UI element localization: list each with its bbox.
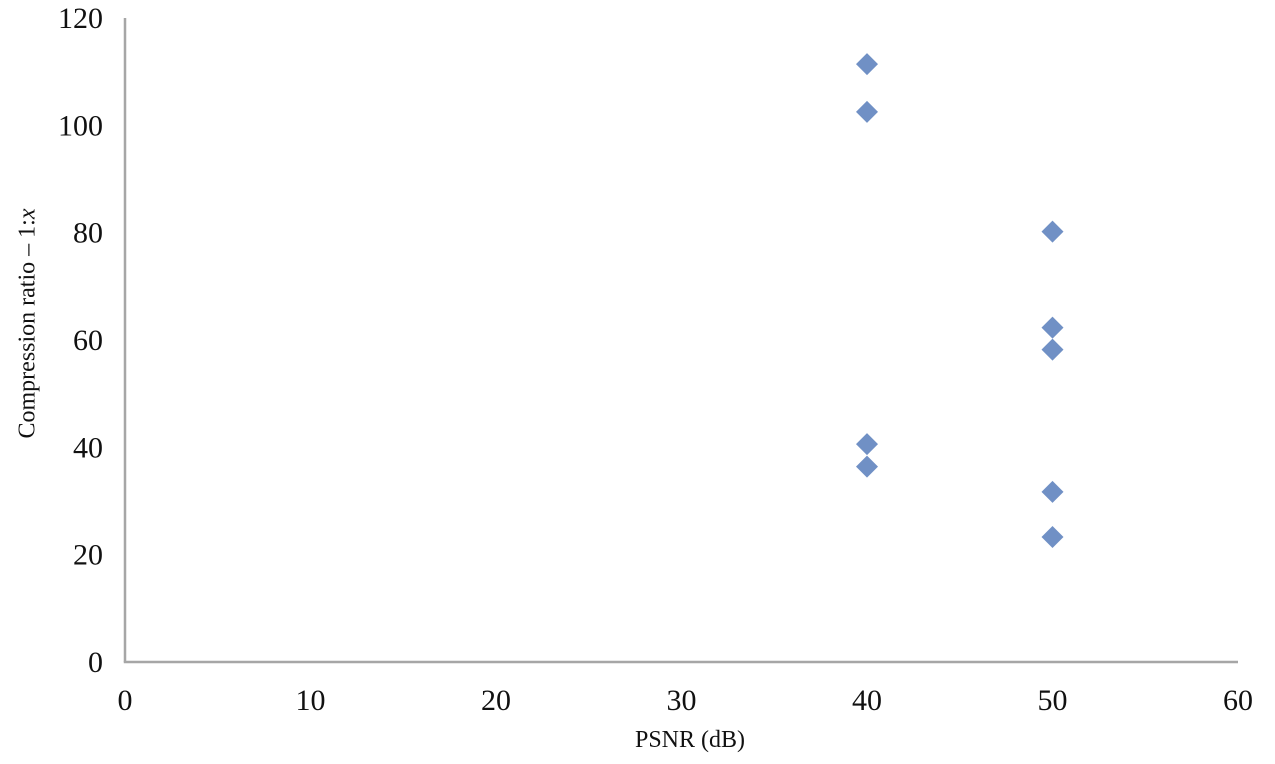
x-tick-label: 40 [852, 684, 882, 717]
y-axis-title: Compression ratio – 1:x [15, 184, 42, 464]
data-point [856, 100, 878, 123]
x-tick-label: 30 [667, 684, 697, 717]
data-point [1041, 480, 1064, 503]
data-point [1041, 338, 1064, 361]
y-tick-label: 100 [58, 109, 103, 142]
y-tick-label: 120 [58, 2, 103, 35]
y-tick-label: 20 [73, 539, 103, 572]
data-point [856, 433, 878, 456]
y-tick-label: 0 [88, 646, 103, 679]
data-point [1041, 316, 1064, 339]
y-tick-label: 60 [73, 324, 103, 357]
y-axis-title-text: Compression ratio – 1: [14, 219, 41, 439]
y-tick-label: 80 [73, 217, 103, 250]
x-tick-label: 50 [1038, 684, 1068, 717]
x-axis-title: PSNR (dB) [540, 727, 840, 754]
data-point [1041, 220, 1064, 243]
x-tick-label: 60 [1223, 684, 1253, 717]
x-tick-label: 0 [118, 684, 133, 717]
data-point [856, 455, 878, 478]
y-tick-label: 40 [73, 431, 103, 464]
x-tick-label: 20 [481, 684, 511, 717]
data-point [856, 53, 878, 76]
x-axis-title-text: PSNR (dB) [634, 727, 746, 753]
y-axis-title-italic: x [14, 208, 41, 220]
x-tick-label: 10 [296, 684, 326, 717]
data-point [1041, 525, 1064, 548]
